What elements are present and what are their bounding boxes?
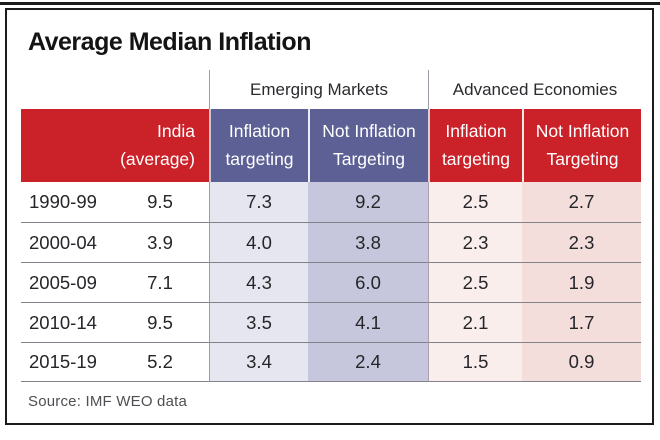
cell-india-value: 3.9 <box>111 222 209 262</box>
group-header-emerging-markets: Emerging Markets <box>209 70 428 109</box>
page-title: Average Median Inflation <box>28 28 311 56</box>
cell-em-inflation-targeting-value: 4.0 <box>209 222 308 262</box>
row-period-label: 2005-09 <box>21 262 111 302</box>
row-period-label: 2010-14 <box>21 302 111 342</box>
column-header-ae-not-inflation-targeting: Not Inflation Targeting <box>522 109 641 182</box>
column-header-india-average: India (average) <box>21 109 209 182</box>
group-header-spacer <box>21 70 209 109</box>
inflation-table: Emerging Markets Advanced Economies Indi… <box>21 70 641 382</box>
cell-ae-inflation-targeting-value: 1.5 <box>428 342 522 382</box>
row-period-label: 2000-04 <box>21 222 111 262</box>
cell-india-value: 9.5 <box>147 191 173 212</box>
cell-ae-not-inflation-targeting-value: 0.9 <box>522 342 641 382</box>
source-attribution: Source: IMF WEO data <box>28 393 188 410</box>
cell-ae-not-inflation-targeting-value: 1.7 <box>522 302 641 342</box>
cell-em-inflation-targeting-value: 7.3 <box>209 182 308 222</box>
column-header-ae-inflation-targeting: Inflation targeting <box>428 109 522 182</box>
cell-ae-not-inflation-targeting-value: 2.3 <box>522 222 641 262</box>
group-header-advanced-economies: Advanced Economies <box>428 70 641 109</box>
column-header-em-inflation-targeting: Inflation targeting <box>209 109 308 182</box>
cell-em-inflation-targeting-value: 3.5 <box>209 302 308 342</box>
top-rule-divider <box>0 2 660 5</box>
cell-em-not-inflation-targeting-value: 9.2 <box>308 182 428 222</box>
cell-ae-inflation-targeting-value: 2.1 <box>428 302 522 342</box>
cell-em-not-inflation-targeting-value: 2.4 <box>308 342 428 382</box>
cell-ae-inflation-targeting-value: 2.3 <box>428 222 522 262</box>
column-header-em-not-inflation-targeting: Not Inflation Targeting <box>308 109 428 182</box>
cell-em-not-inflation-targeting-value: 6.0 <box>308 262 428 302</box>
cell-em-not-inflation-targeting-value: 3.8 <box>308 222 428 262</box>
cell-ae-not-inflation-targeting-value: 1.9 <box>522 262 641 302</box>
cell-india-value: 5.2 <box>111 342 209 382</box>
cell-india-value: 7.1 <box>111 262 209 302</box>
cell-ae-inflation-targeting-value: 2.5 <box>428 262 522 302</box>
cell-ae-not-inflation-targeting-value: 2.7 <box>522 182 641 222</box>
cell-em-inflation-targeting-value: 4.3 <box>209 262 308 302</box>
cell-em-inflation-targeting-value: 3.4 <box>209 342 308 382</box>
row-period-label: 1990-99 <box>29 191 97 212</box>
cell-india-value: 9.5 <box>111 302 209 342</box>
cell-ae-inflation-targeting-value: 2.5 <box>428 182 522 222</box>
row-period-label: 2015-19 <box>21 342 111 382</box>
cell-em-not-inflation-targeting-value: 4.1 <box>308 302 428 342</box>
figure-frame: Average Median Inflation Emerging Market… <box>5 8 654 425</box>
